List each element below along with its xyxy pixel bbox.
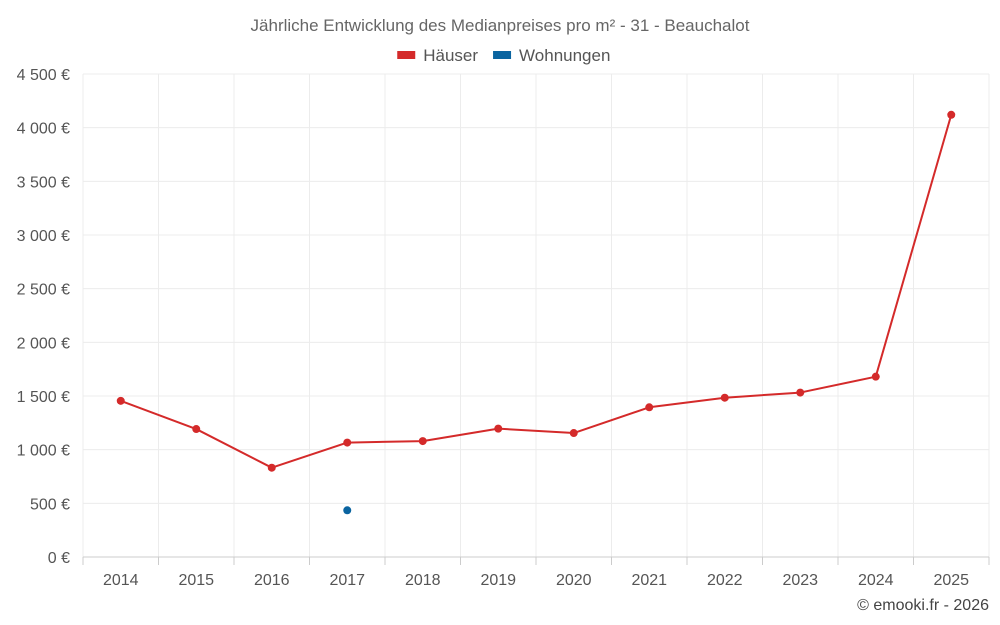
x-tick-label: 2015 bbox=[178, 572, 214, 589]
x-gridlines bbox=[82, 74, 990, 557]
y-tick-label: 1 500 € bbox=[17, 389, 70, 406]
y-tick-label: 3 500 € bbox=[17, 174, 70, 191]
x-axis-ticks: 2014 2015 2016 2017 2018 2019 2020 2021 2022 2023… bbox=[82, 557, 990, 589]
data-point-haeuser-2021 bbox=[645, 403, 654, 412]
x-tick-label: 2019 bbox=[480, 572, 516, 589]
x-tick-label: 2022 bbox=[707, 572, 743, 589]
x-tick-label: 2020 bbox=[556, 572, 592, 589]
x-tick-label: 2021 bbox=[631, 572, 667, 589]
y-tick-label: 500 € bbox=[30, 496, 70, 513]
data-point-haeuser-2020 bbox=[569, 429, 578, 438]
y-tick-label: 2 500 € bbox=[17, 282, 70, 299]
data-point-haeuser-2024 bbox=[871, 372, 880, 381]
credit-text: © emooki.fr - 2026 bbox=[857, 597, 989, 614]
y-tick-label: 2 000 € bbox=[17, 335, 70, 352]
data-point-haeuser-2018 bbox=[418, 437, 427, 446]
x-tick-label: 2017 bbox=[329, 572, 365, 589]
data-point-haeuser-2014 bbox=[116, 396, 125, 405]
y-tick-label: 3 000 € bbox=[17, 228, 70, 245]
series-line-haeuser bbox=[120, 114, 953, 469]
legend-label-haeuser: Häuser bbox=[423, 46, 478, 65]
chart-title: Jährliche Entwicklung des Medianpreises … bbox=[251, 16, 750, 35]
y-tick-label: 4 000 € bbox=[17, 121, 70, 138]
y-axis-ticks: 0 € 500 € 1 000 € 1 500 € 2 000 € 2 500 € 3 00… bbox=[17, 67, 70, 567]
data-point-haeuser-2019 bbox=[494, 424, 503, 433]
data-point-wohnungen-2017 bbox=[343, 506, 352, 515]
x-tick-label: 2018 bbox=[405, 572, 441, 589]
x-tick-label: 2023 bbox=[782, 572, 818, 589]
legend: Häuser Wohnungen bbox=[397, 46, 610, 65]
y-tick-label: 1 000 € bbox=[17, 443, 70, 460]
x-tick-label: 2016 bbox=[254, 572, 290, 589]
data-point-haeuser-2015 bbox=[192, 425, 201, 434]
data-point-haeuser-2023 bbox=[796, 388, 805, 397]
data-point-haeuser-2022 bbox=[720, 393, 729, 402]
legend-swatch-haeuser bbox=[397, 51, 416, 59]
x-tick-label: 2024 bbox=[858, 572, 894, 589]
data-point-haeuser-2025 bbox=[947, 110, 956, 119]
legend-swatch-wohnungen bbox=[493, 51, 512, 59]
y-tick-label: 4 500 € bbox=[17, 67, 70, 84]
y-tick-label: 0 € bbox=[48, 550, 70, 567]
series-layer bbox=[116, 110, 956, 515]
x-tick-label: 2025 bbox=[933, 572, 969, 589]
data-point-haeuser-2016 bbox=[267, 463, 276, 472]
data-point-haeuser-2017 bbox=[343, 438, 352, 447]
y-gridlines bbox=[83, 73, 989, 504]
x-tick-label: 2014 bbox=[103, 572, 139, 589]
legend-label-wohnungen: Wohnungen bbox=[519, 46, 610, 65]
